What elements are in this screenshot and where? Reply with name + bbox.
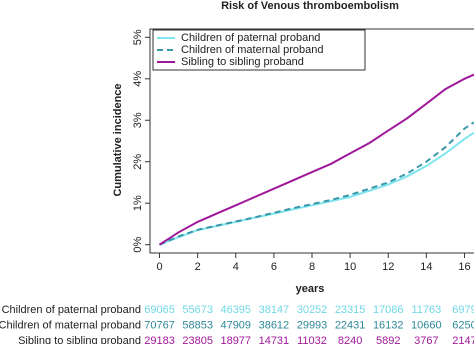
risk-value: 3767 [414,335,438,344]
risk-row-label: Sibling to sibling proband [18,335,141,344]
chart-title: Risk of Venous thromboembolism [221,0,399,12]
y-tick-label: 2% [132,154,144,170]
x-tick-label: 6 [271,261,277,273]
risk-value: 23315 [335,304,366,316]
risk-value: 11763 [411,304,441,316]
risk-value: 10660 [411,319,442,331]
y-tick-label: 1% [132,195,144,211]
risk-value: 29993 [297,319,328,331]
risk-value: 58853 [182,319,213,331]
series-line [160,75,474,245]
x-tick-label: 0 [156,261,162,273]
risk-value: 14731 [259,335,290,344]
x-tick-label: 14 [420,261,432,273]
x-tick-label: 2 [195,261,201,273]
risk-value: 16132 [373,319,404,331]
risk-value: 2147 [452,335,474,344]
risk-value: 11032 [297,335,327,344]
risk-value: 6979 [452,304,474,316]
risk-value: 18977 [220,335,251,344]
risk-value: 23805 [182,335,213,344]
legend-label: Children of paternal proband [181,32,320,44]
risk-value: 38147 [259,304,290,316]
risk-value: 55673 [182,304,213,316]
risk-value: 17086 [373,304,404,316]
risk-value: 22431 [335,319,366,331]
x-tick-label: 4 [233,261,239,273]
risk-row-label: Children of paternal proband [2,304,141,316]
legend-label: Sibling to sibling proband [181,56,304,68]
x-axis-title: years [296,283,325,295]
y-axis-title: Cumulative incidence [112,83,124,196]
risk-value: 5892 [376,335,400,344]
x-tick-label: 12 [382,261,394,273]
risk-value: 38612 [259,319,290,331]
y-tick-label: 3% [132,112,144,128]
x-tick-label: 10 [344,261,356,273]
x-tick-label: 16 [458,261,470,273]
risk-value: 30252 [297,304,328,316]
risk-row-label: Children of maternal proband [0,319,141,331]
y-tick-label: 0% [132,237,144,253]
series-line [160,122,474,244]
risk-value: 69065 [144,304,175,316]
legend-label: Children of maternal proband [181,44,323,56]
risk-value: 29183 [144,335,175,344]
y-tick-label: 5% [132,29,144,45]
risk-value: 47909 [220,319,251,331]
risk-value: 70767 [144,319,175,331]
x-tick-label: 8 [309,261,315,273]
risk-value: 46395 [220,304,251,316]
risk-value: 6250 [452,319,474,331]
y-tick-label: 4% [132,71,144,87]
risk-value: 8240 [338,335,362,344]
